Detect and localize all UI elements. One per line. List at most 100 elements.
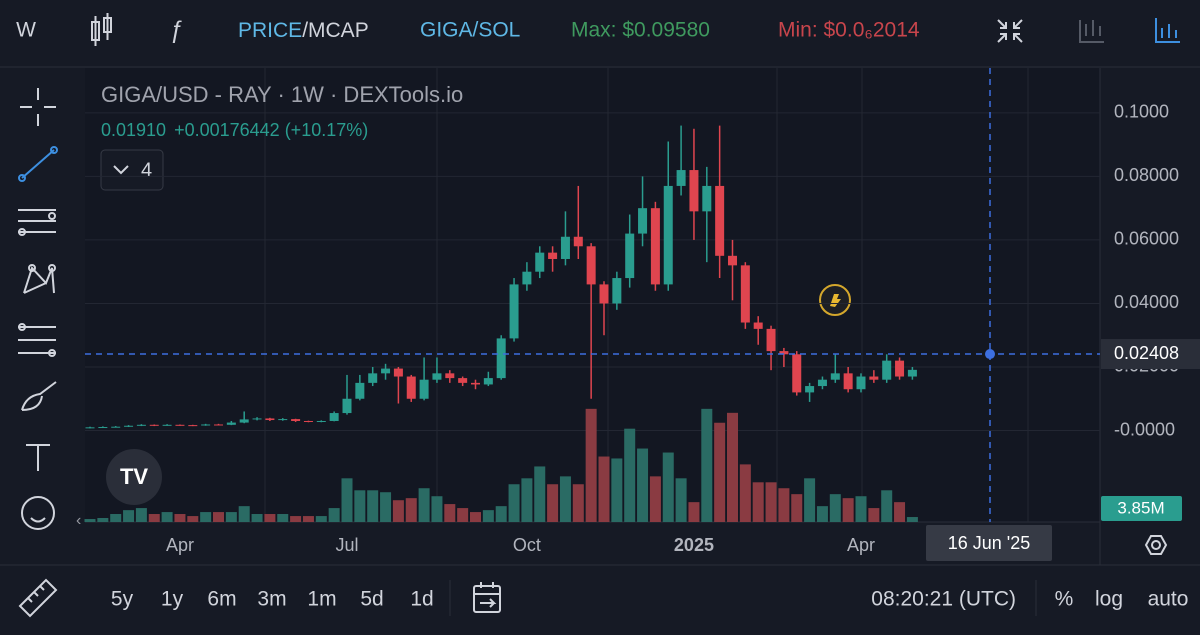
indicator-toggle[interactable] (101, 150, 163, 190)
candle-body (702, 186, 711, 211)
volume-bar (136, 508, 147, 522)
range-button[interactable]: 1y (161, 588, 184, 611)
candle-body (304, 421, 313, 422)
chart-title: GIGA/USD - RAY · 1W · DEXTools.io (101, 82, 463, 107)
crosshair-date-label: 16 Jun '25 (948, 533, 1031, 553)
candle-body (137, 425, 146, 426)
volume-bar (843, 498, 854, 522)
collapse-arrow[interactable]: ‹ (76, 512, 81, 529)
candle-body (522, 272, 531, 285)
auto-button[interactable]: auto (1148, 588, 1189, 611)
interval-button[interactable]: W (16, 19, 36, 42)
y-tick-label: 0.08000 (1114, 165, 1179, 185)
ohlc-legend: 0.01910+0.00176442 (+10.17%) (101, 120, 368, 140)
volume-bar (856, 496, 867, 522)
candle-body (857, 377, 866, 390)
x-tick-label: Apr (847, 535, 875, 555)
volume-bar (714, 423, 725, 522)
volume-bar (174, 514, 185, 522)
log-button[interactable]: log (1095, 588, 1123, 611)
candle-body (445, 373, 454, 378)
candle-body (805, 386, 814, 392)
candle-body (484, 378, 493, 384)
indicators-icon[interactable]: ƒ (169, 16, 182, 43)
candle-body (895, 361, 904, 377)
candle-body (188, 425, 197, 426)
candle-body (600, 284, 609, 303)
volume-bar (650, 476, 661, 522)
candle-body (86, 427, 95, 428)
candle-body (664, 186, 673, 284)
candle-body (407, 377, 416, 399)
volume-bar (868, 508, 879, 522)
crosshair-dot (985, 349, 995, 359)
volume-bar (740, 464, 751, 522)
tradingview-logo-text[interactable]: TV (120, 464, 148, 489)
candle-body (330, 413, 339, 421)
candle-body (818, 380, 827, 386)
candle-body (175, 425, 184, 426)
range-button[interactable]: 5d (360, 588, 383, 611)
volume-bar (187, 516, 198, 522)
candle-body (638, 208, 647, 233)
volume-bar (85, 519, 96, 522)
candle-body (253, 418, 262, 419)
volume-bar (303, 516, 314, 522)
volume-bar (277, 514, 288, 522)
candle-body (869, 377, 878, 380)
percent-button[interactable]: % (1055, 588, 1074, 611)
candle-body (163, 425, 172, 426)
mcap-mode[interactable]: /MCAP (302, 19, 369, 42)
volume-bar (624, 429, 635, 522)
candle-body (587, 246, 596, 284)
candle-body (471, 383, 480, 385)
volume-bar (406, 498, 417, 522)
volume-bar (701, 409, 712, 522)
volume-bar (663, 453, 674, 522)
indicator-count[interactable]: 4 (141, 159, 152, 181)
volume-bar (817, 506, 828, 522)
volume-bar (393, 500, 404, 522)
candle-body (767, 329, 776, 351)
candle-body (432, 373, 441, 379)
volume-bar (907, 517, 918, 522)
volume-bar (483, 510, 494, 522)
volume-bar (239, 506, 250, 522)
range-button[interactable]: 5y (111, 588, 134, 611)
x-tick-label: Oct (513, 535, 541, 555)
volume-bar (444, 504, 455, 522)
y-tick-label: 0.04000 (1114, 292, 1179, 312)
volume-bar (367, 490, 378, 522)
volume-bar (676, 478, 687, 522)
x-tick-label: 2025 (674, 535, 714, 555)
volume-bar (509, 484, 520, 522)
price-mcap-toggle[interactable]: PRICE/MCAP (238, 19, 369, 42)
candle-body (111, 427, 120, 428)
range-button[interactable]: 3m (257, 588, 286, 611)
volume-bar (380, 492, 391, 522)
x-tick-label: Jul (335, 535, 358, 555)
candle-body (355, 383, 364, 399)
candle-body (625, 234, 634, 278)
volume-bar (419, 488, 430, 522)
volume-bar (611, 458, 622, 522)
range-button[interactable]: 1d (410, 588, 433, 611)
volume-bar (342, 478, 353, 522)
price-mode[interactable]: PRICE (238, 19, 302, 42)
price-change: +0.00176442 (+10.17%) (174, 120, 368, 140)
volume-bar (727, 413, 738, 522)
pair-toggle[interactable]: GIGA/SOL (420, 19, 520, 42)
volume-bar (290, 516, 301, 522)
range-button[interactable]: 1m (307, 588, 336, 611)
candle-body (124, 426, 133, 427)
volume-bar (881, 490, 892, 522)
y-tick-label: -0.0000 (1114, 419, 1175, 439)
volume-bar (457, 508, 468, 522)
range-button[interactable]: 6m (207, 588, 236, 611)
candle-body (651, 208, 660, 284)
volume-bar (521, 478, 532, 522)
candle-body (278, 419, 287, 420)
volume-bar (149, 514, 160, 522)
